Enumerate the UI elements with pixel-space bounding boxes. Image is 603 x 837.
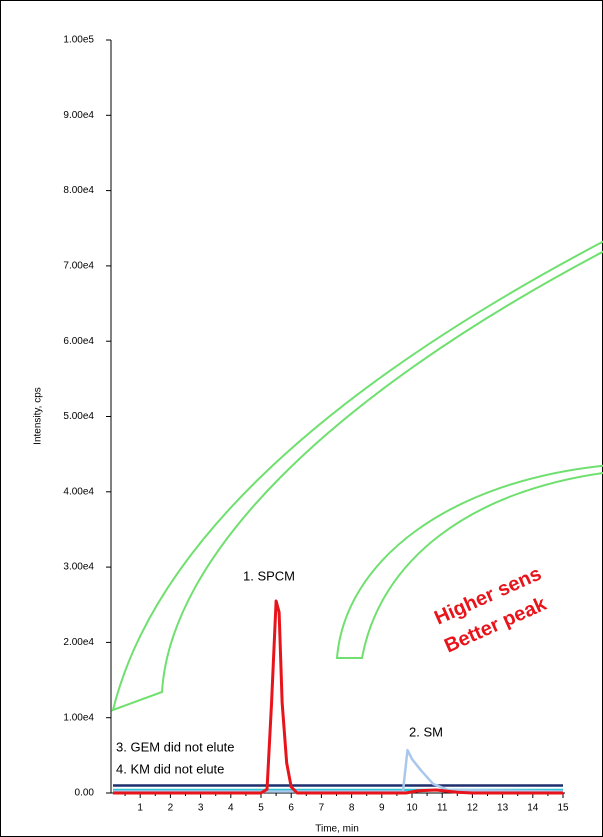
y-tick-label: 8.00e4 — [63, 185, 94, 196]
y-tick-label: 7.00e4 — [63, 261, 94, 272]
y-tick-label: 5.00e4 — [63, 411, 94, 422]
y-tick-label: 1.00e5 — [63, 35, 94, 46]
x-tick-label: 8 — [349, 803, 355, 814]
y-tick-label: 0.00 — [75, 788, 95, 799]
x-tick-label: 3 — [198, 803, 204, 814]
annotation: 1. SPCM — [243, 568, 295, 583]
y-axis-label: Intensity, cps — [33, 387, 44, 445]
x-axis-label: Time, min — [315, 824, 359, 835]
y-tick-label: 3.00e4 — [63, 562, 94, 573]
x-tick-label: 14 — [527, 803, 539, 814]
x-tick-label: 5 — [258, 803, 264, 814]
x-tick-label: 2 — [168, 803, 174, 814]
x-tick-label: 13 — [497, 803, 509, 814]
y-tick-label: 6.00e4 — [63, 336, 94, 347]
x-tick-label: 10 — [406, 803, 418, 814]
y-tick-label: 2.00e4 — [63, 637, 94, 648]
x-tick-label: 15 — [557, 803, 569, 814]
y-tick-label: 9.00e4 — [63, 110, 94, 121]
x-tick-label: 6 — [288, 803, 294, 814]
annotation: 4. KM did not elute — [116, 761, 224, 776]
series-line — [113, 748, 564, 793]
y-tick-label: 4.00e4 — [63, 486, 94, 497]
arrow — [111, 240, 603, 712]
x-tick-label: 1 — [137, 803, 143, 814]
x-tick-label: 4 — [228, 803, 234, 814]
y-tick-label: 1.00e4 — [63, 712, 94, 723]
x-tick-label: 9 — [379, 803, 385, 814]
x-tick-label: 11 — [437, 803, 448, 814]
annotation: 2. SM — [409, 724, 443, 739]
series-line — [113, 599, 563, 795]
x-tick-label: 7 — [319, 803, 325, 814]
annotation: 3. GEM did not elute — [116, 739, 235, 754]
x-tick-label: 12 — [467, 803, 479, 814]
arrow — [335, 464, 603, 659]
